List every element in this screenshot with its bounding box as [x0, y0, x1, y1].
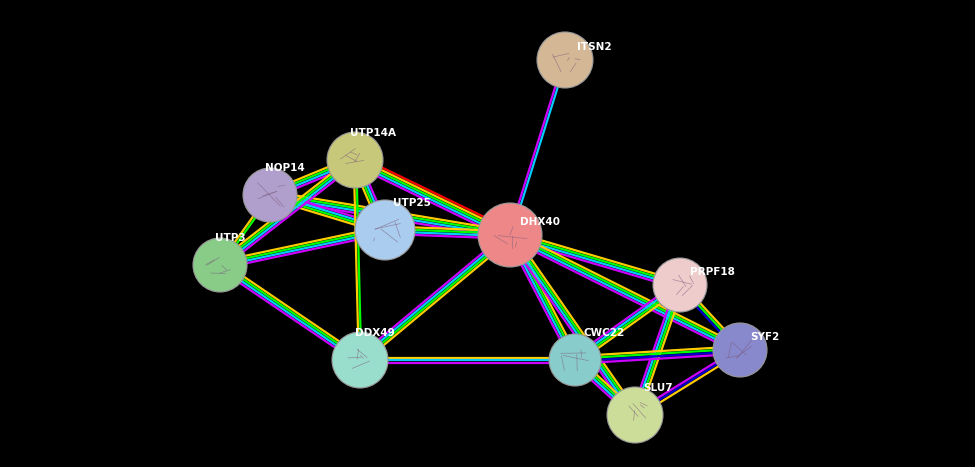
Ellipse shape — [537, 32, 593, 88]
Text: UTP3: UTP3 — [215, 233, 246, 243]
Ellipse shape — [327, 132, 383, 188]
Text: UTP14A: UTP14A — [350, 128, 396, 138]
Ellipse shape — [355, 200, 415, 260]
Ellipse shape — [713, 323, 767, 377]
Text: DHX40: DHX40 — [520, 217, 560, 227]
Ellipse shape — [549, 334, 601, 386]
Text: SLU7: SLU7 — [643, 383, 673, 393]
Ellipse shape — [607, 387, 663, 443]
Text: UTP25: UTP25 — [393, 198, 431, 208]
Ellipse shape — [478, 203, 542, 267]
Ellipse shape — [653, 258, 707, 312]
Text: ITSN2: ITSN2 — [577, 42, 611, 52]
Ellipse shape — [332, 332, 388, 388]
Text: SYF2: SYF2 — [750, 332, 779, 342]
Ellipse shape — [193, 238, 247, 292]
Text: PRPF18: PRPF18 — [690, 267, 735, 277]
Text: DDX49: DDX49 — [355, 328, 395, 338]
Ellipse shape — [243, 168, 297, 222]
Text: CWC22: CWC22 — [583, 328, 624, 338]
Text: NOP14: NOP14 — [265, 163, 305, 173]
